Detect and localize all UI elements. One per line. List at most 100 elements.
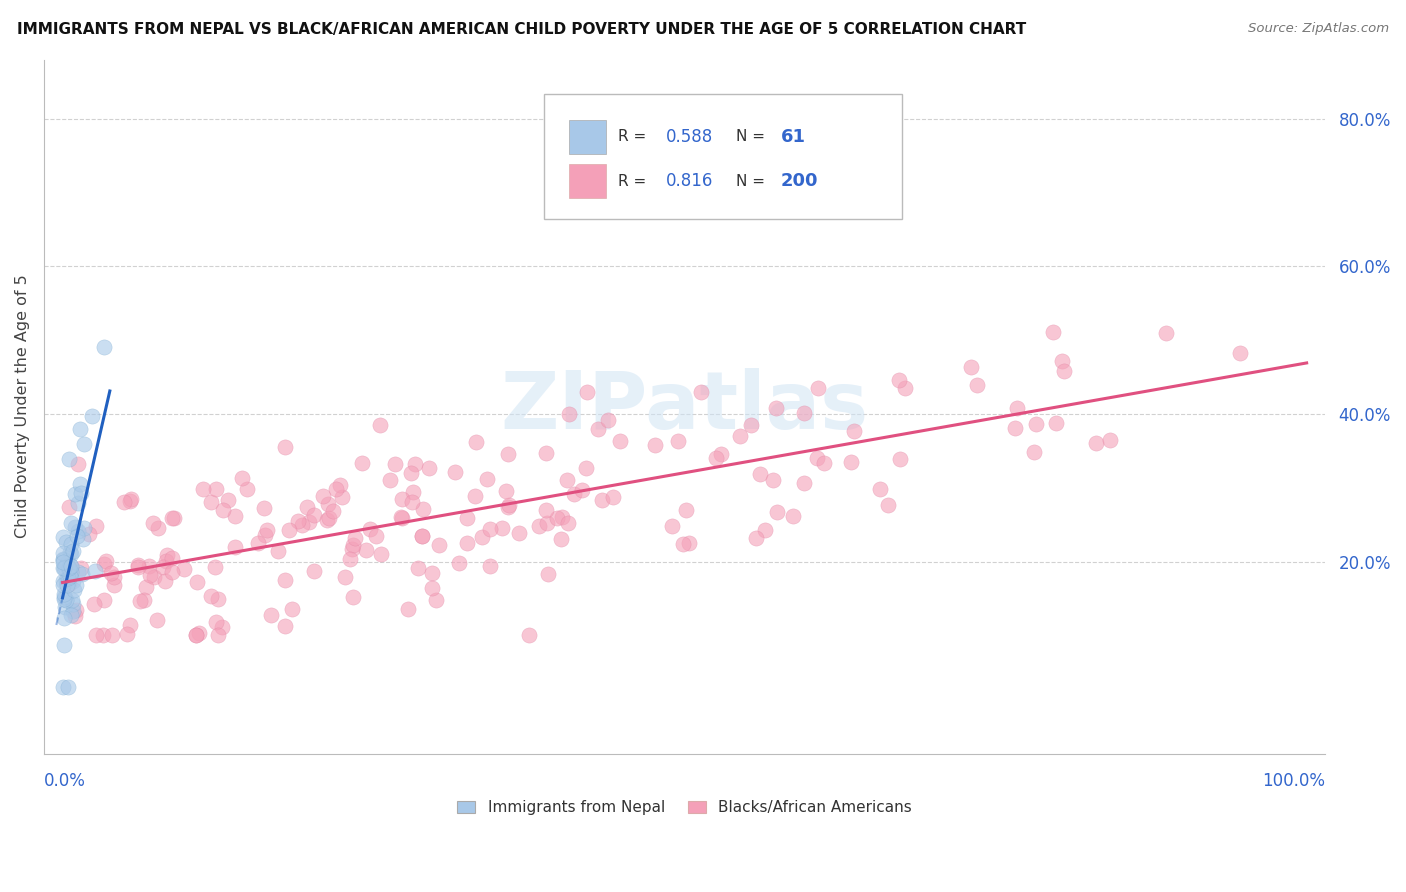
- Point: [1022, 445, 1045, 459]
- Point: [66, 566, 89, 580]
- Point: [678, 536, 700, 550]
- Point: [278, 523, 301, 537]
- Point: [557, 408, 579, 422]
- Point: [62, 597, 84, 611]
- Point: [217, 493, 239, 508]
- Point: [53, 590, 76, 604]
- Point: [112, 495, 135, 509]
- Point: [127, 558, 149, 572]
- Text: R =: R =: [619, 174, 651, 189]
- Point: [302, 564, 325, 578]
- Point: [52, 574, 75, 589]
- Point: [672, 537, 695, 551]
- Point: [342, 542, 364, 557]
- Point: [236, 482, 259, 496]
- Point: [59, 607, 82, 622]
- Point: [69, 422, 91, 436]
- Point: [496, 447, 519, 461]
- Point: [62, 574, 84, 588]
- Point: [58, 500, 80, 514]
- Point: [411, 529, 433, 543]
- Point: [391, 511, 413, 525]
- Point: [406, 560, 429, 574]
- Point: [52, 553, 75, 567]
- Point: [73, 521, 96, 535]
- Point: [156, 548, 179, 562]
- Text: 0.588: 0.588: [665, 128, 713, 145]
- Point: [322, 504, 344, 518]
- Point: [350, 456, 373, 470]
- Point: [59, 558, 82, 573]
- Point: [806, 450, 828, 465]
- Point: [58, 680, 80, 694]
- Point: [53, 587, 76, 601]
- Point: [93, 557, 115, 571]
- Point: [55, 535, 77, 549]
- Point: [56, 557, 79, 571]
- Point: [63, 487, 86, 501]
- Point: [354, 542, 377, 557]
- Point: [420, 581, 443, 595]
- Point: [52, 611, 75, 625]
- Point: [94, 554, 117, 568]
- Point: [91, 628, 114, 642]
- Point: [401, 494, 423, 508]
- Point: [546, 511, 568, 525]
- Point: [754, 523, 776, 537]
- Point: [894, 381, 917, 395]
- Point: [370, 417, 392, 432]
- Point: [339, 552, 361, 566]
- Point: [55, 558, 77, 572]
- Point: [134, 593, 156, 607]
- Point: [72, 533, 94, 547]
- Point: [207, 592, 229, 607]
- Point: [529, 519, 551, 533]
- Point: [877, 499, 900, 513]
- Point: [666, 434, 689, 449]
- Point: [675, 503, 697, 517]
- Point: [52, 555, 75, 569]
- Point: [93, 340, 115, 354]
- Point: [335, 570, 357, 584]
- Point: [782, 508, 804, 523]
- Text: N =: N =: [735, 174, 769, 189]
- Point: [146, 520, 169, 534]
- Point: [62, 544, 84, 558]
- Point: [120, 493, 142, 508]
- Point: [160, 511, 183, 525]
- Point: [60, 516, 83, 530]
- Text: Source: ZipAtlas.com: Source: ZipAtlas.com: [1249, 22, 1389, 36]
- Point: [412, 502, 434, 516]
- Point: [224, 508, 246, 523]
- Point: [58, 577, 80, 591]
- Point: [84, 519, 107, 533]
- Point: [404, 457, 426, 471]
- Point: [498, 498, 520, 512]
- Point: [52, 560, 75, 574]
- Point: [100, 566, 122, 580]
- Point: [59, 536, 82, 550]
- Point: [591, 492, 613, 507]
- Point: [266, 543, 288, 558]
- Point: [295, 500, 318, 514]
- Point: [56, 561, 79, 575]
- Point: [496, 500, 519, 514]
- Point: [1085, 435, 1108, 450]
- Point: [66, 529, 89, 543]
- Point: [155, 574, 177, 588]
- Point: [93, 592, 115, 607]
- Point: [391, 491, 413, 506]
- Point: [399, 466, 422, 480]
- Point: [889, 452, 911, 467]
- Point: [138, 558, 160, 573]
- Point: [966, 377, 988, 392]
- Point: [72, 566, 94, 581]
- Point: [1098, 433, 1121, 447]
- Point: [366, 529, 388, 543]
- Point: [330, 490, 353, 504]
- Point: [887, 373, 910, 387]
- Point: [173, 562, 195, 576]
- Point: [205, 482, 228, 496]
- Point: [73, 437, 96, 451]
- Point: [602, 490, 624, 504]
